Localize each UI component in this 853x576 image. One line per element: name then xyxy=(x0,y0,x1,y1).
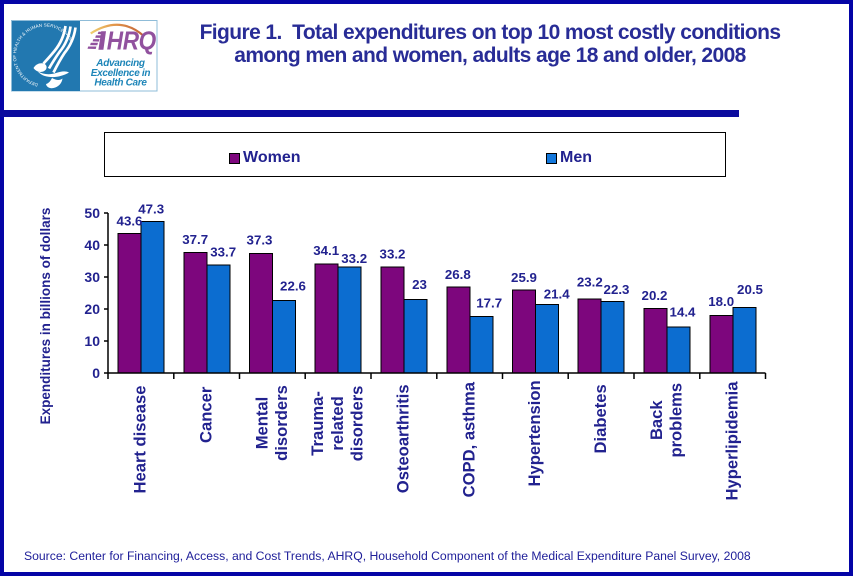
svg-text:Back: Back xyxy=(647,400,666,440)
svg-text:22.6: 22.6 xyxy=(280,279,306,294)
svg-text:37.7: 37.7 xyxy=(182,232,208,247)
svg-text:23: 23 xyxy=(412,277,427,292)
svg-text:Expenditures in billions of do: Expenditures in billions of dollars xyxy=(38,208,53,425)
svg-text:20.5: 20.5 xyxy=(737,282,763,297)
svg-text:Advancing: Advancing xyxy=(95,58,145,69)
svg-text:40: 40 xyxy=(84,237,100,253)
svg-text:21.4: 21.4 xyxy=(544,287,570,302)
svg-text:Trauma-: Trauma- xyxy=(308,391,327,456)
svg-text:Heart disease: Heart disease xyxy=(131,386,150,494)
svg-text:33.7: 33.7 xyxy=(210,245,236,260)
svg-text:Cancer: Cancer xyxy=(196,386,215,443)
svg-text:23.2: 23.2 xyxy=(577,274,603,289)
svg-text:Hyperlipidemia: Hyperlipidemia xyxy=(722,381,741,501)
svg-text:Health Care: Health Care xyxy=(94,78,147,89)
svg-text:37.3: 37.3 xyxy=(247,232,273,247)
svg-text:26.8: 26.8 xyxy=(445,267,471,282)
svg-text:COPD, asthma: COPD, asthma xyxy=(459,381,478,497)
svg-text:Hypertension: Hypertension xyxy=(525,380,544,486)
svg-text:problems: problems xyxy=(666,383,685,458)
svg-text:related: related xyxy=(328,396,347,450)
svg-text:0: 0 xyxy=(92,365,100,381)
svg-text:17.7: 17.7 xyxy=(476,295,502,310)
svg-text:disorders: disorders xyxy=(272,385,291,461)
svg-text:Excellence in: Excellence in xyxy=(91,68,151,79)
svg-text:47.3: 47.3 xyxy=(138,201,164,216)
svg-text:22.3: 22.3 xyxy=(604,282,630,297)
svg-text:Mental: Mental xyxy=(252,397,271,450)
svg-text:14.4: 14.4 xyxy=(670,304,696,319)
svg-text:34.1: 34.1 xyxy=(313,243,339,258)
svg-text:50: 50 xyxy=(84,205,100,221)
svg-text:Diabetes: Diabetes xyxy=(591,384,610,453)
svg-text:disorders: disorders xyxy=(347,386,366,462)
svg-text:33.2: 33.2 xyxy=(380,247,406,262)
svg-text:33.2: 33.2 xyxy=(341,251,367,266)
svg-text:20.2: 20.2 xyxy=(642,288,668,303)
svg-text:10: 10 xyxy=(84,333,100,349)
svg-text:18.0: 18.0 xyxy=(708,294,734,309)
svg-text:Osteoarthritis: Osteoarthritis xyxy=(394,384,413,493)
svg-text:HRQ: HRQ xyxy=(107,27,156,56)
svg-text:30: 30 xyxy=(84,269,100,285)
svg-text:25.9: 25.9 xyxy=(511,270,537,285)
svg-text:20: 20 xyxy=(84,301,100,317)
svg-text:43.6: 43.6 xyxy=(117,213,143,228)
